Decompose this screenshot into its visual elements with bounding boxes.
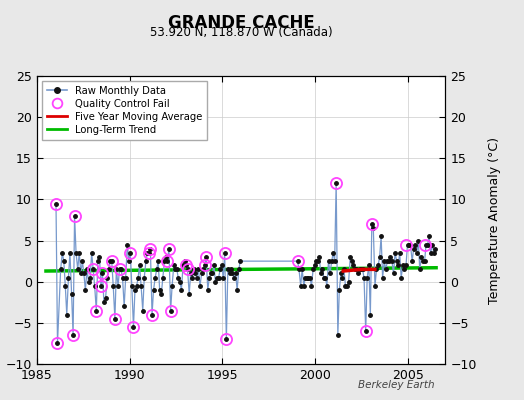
Text: Berkeley Earth: Berkeley Earth xyxy=(358,380,435,390)
Text: 53.920 N, 118.870 W (Canada): 53.920 N, 118.870 W (Canada) xyxy=(150,26,332,39)
Y-axis label: Temperature Anomaly (°C): Temperature Anomaly (°C) xyxy=(488,136,501,304)
Text: GRANDE CACHE: GRANDE CACHE xyxy=(168,14,314,32)
Legend: Raw Monthly Data, Quality Control Fail, Five Year Moving Average, Long-Term Tren: Raw Monthly Data, Quality Control Fail, … xyxy=(42,81,207,140)
